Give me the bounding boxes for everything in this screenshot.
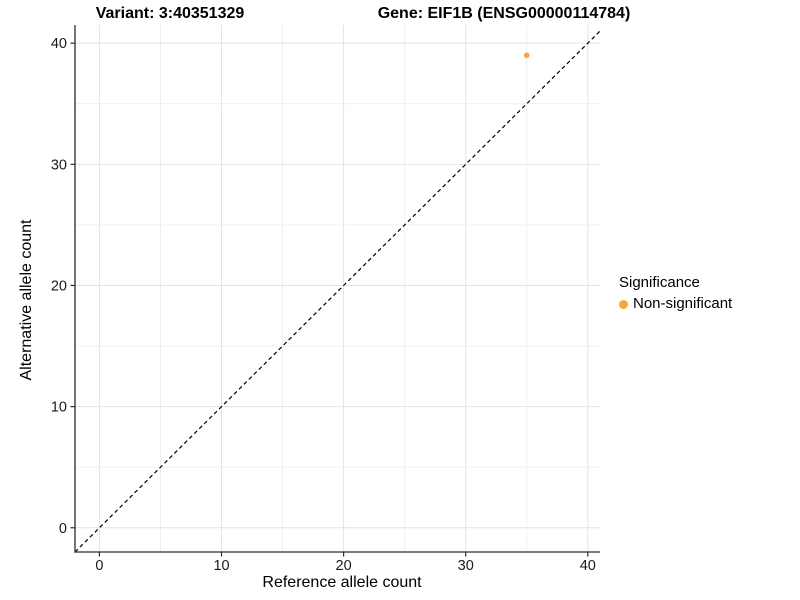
y-tick-label: 0 bbox=[59, 521, 67, 537]
data-point bbox=[523, 52, 530, 59]
y-tick-label: 40 bbox=[51, 36, 67, 52]
x-tick-label: 30 bbox=[458, 558, 474, 574]
plot-title-variant: Variant: 3:40351329 bbox=[95, 5, 245, 22]
y-tick-label: 10 bbox=[51, 400, 67, 416]
plot-title-gene: Gene: EIF1B (ENSG00000114784) bbox=[377, 5, 631, 22]
legend-item-label: Non-significant bbox=[633, 295, 733, 312]
x-tick-label: 20 bbox=[336, 558, 352, 574]
legend: Significance Non-significant bbox=[619, 274, 732, 313]
y-tick-label: 20 bbox=[51, 278, 67, 294]
legend-item-non-significant: Non-significant bbox=[619, 295, 732, 313]
x-axis-title: Reference allele count bbox=[262, 574, 422, 591]
legend-point-swatch bbox=[619, 299, 628, 309]
legend-title: Significance bbox=[619, 274, 700, 291]
x-tick-label: 0 bbox=[95, 558, 103, 574]
identity-reference-line bbox=[74, 30, 601, 553]
x-tick-label: 40 bbox=[580, 558, 596, 574]
y-tick-label: 30 bbox=[51, 157, 67, 173]
x-tick-label: 10 bbox=[213, 558, 229, 574]
y-axis-title: Alternative allele count bbox=[18, 219, 35, 381]
